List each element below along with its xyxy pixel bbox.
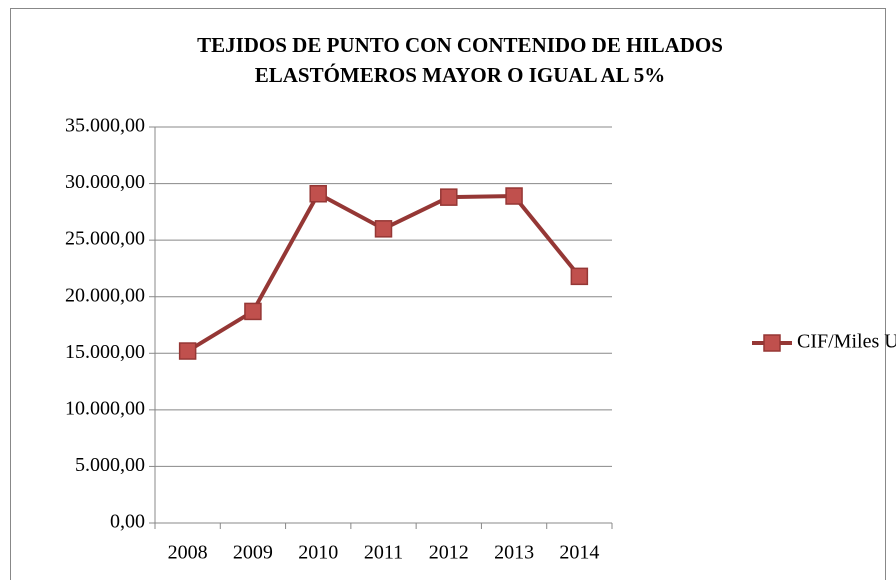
- data-point: [570, 267, 589, 286]
- chart-title: ELASTÓMEROS MAYOR O IGUAL AL 5%: [255, 63, 666, 87]
- y-tick-label: 15.000,00: [65, 341, 145, 363]
- data-point: [309, 185, 327, 203]
- data-point: [244, 302, 262, 321]
- x-tick-label: 2010: [298, 542, 338, 564]
- y-tick-label: 20.000,00: [65, 284, 145, 306]
- x-tick-label: 2011: [364, 542, 403, 564]
- legend-label: CIF/Miles USD: [797, 331, 896, 353]
- legend-marker: [763, 334, 781, 352]
- x-tick-label: 2008: [168, 542, 208, 564]
- data-point: [374, 220, 393, 238]
- data-point: [505, 187, 523, 205]
- data-point: [178, 342, 197, 360]
- y-tick-label: 0,00: [110, 511, 145, 533]
- x-tick-label: 2014: [559, 542, 599, 564]
- x-tick-label: 2009: [233, 542, 273, 564]
- data-point: [440, 188, 458, 206]
- y-tick-label: 10.000,00: [65, 397, 145, 419]
- chart-border: [10, 8, 886, 580]
- y-tick-label: 35.000,00: [65, 115, 145, 137]
- x-tick-label: 2012: [429, 542, 469, 564]
- y-tick-label: 25.000,00: [65, 228, 145, 250]
- y-tick-label: 30.000,00: [65, 171, 145, 193]
- x-tick-label: 2013: [494, 542, 534, 564]
- y-tick-label: 5.000,00: [75, 454, 145, 476]
- chart-title: TEJIDOS DE PUNTO CON CONTENIDO DE HILADO…: [197, 33, 723, 57]
